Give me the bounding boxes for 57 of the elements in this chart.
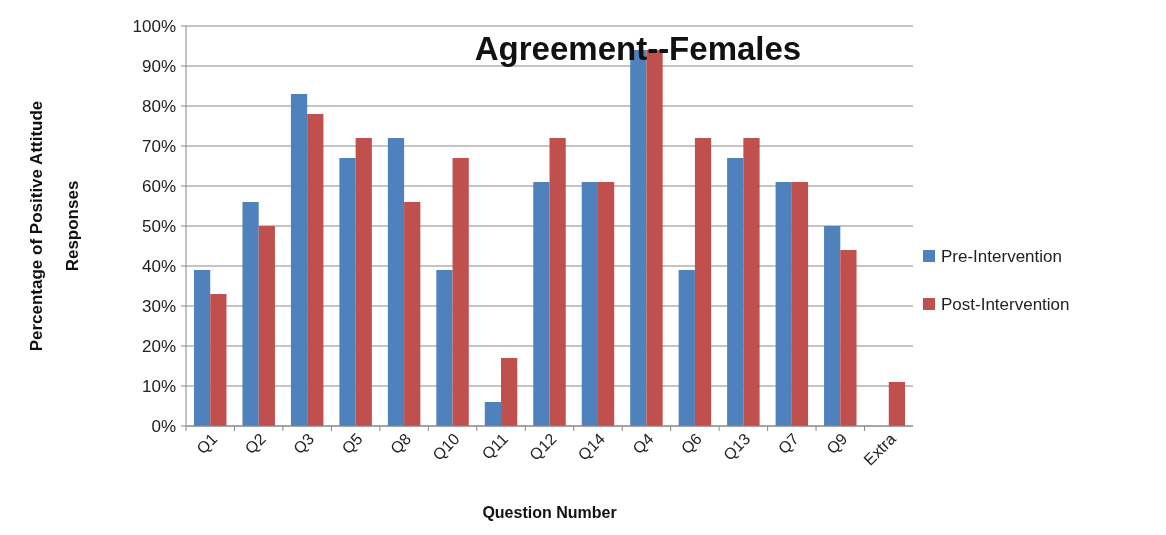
bar: [549, 138, 566, 426]
x-tick-label: Q12: [526, 430, 560, 464]
y-tick-label: 60%: [141, 176, 176, 196]
bar: [694, 138, 712, 426]
bar: [210, 294, 227, 426]
x-tick-label: Q3: [290, 430, 318, 458]
x-tick-label: Q4: [629, 430, 657, 458]
y-tick-label: 100%: [132, 16, 176, 36]
x-tick-label: Q10: [429, 430, 463, 464]
bar: [436, 270, 453, 426]
bar: [678, 270, 695, 426]
y-tick-label: 80%: [141, 96, 176, 116]
bar: [840, 250, 857, 426]
x-tick-label: Q8: [387, 430, 415, 458]
x-tick-label: Q13: [720, 430, 754, 464]
y-tick-label: 70%: [141, 136, 176, 156]
bar: [533, 182, 550, 426]
x-tick-label: Q5: [338, 430, 366, 458]
bar: [824, 226, 841, 426]
bar: [775, 182, 792, 426]
bar: [404, 202, 421, 426]
bar: [501, 358, 518, 426]
bar: [307, 114, 324, 426]
bar: [387, 138, 405, 426]
legend-label: Pre-Intervention: [941, 246, 1062, 266]
bar: [727, 158, 744, 426]
y-tick-label: 90%: [141, 56, 176, 76]
y-tick-label: 30%: [141, 296, 176, 316]
x-tick-label: Q2: [241, 430, 269, 458]
bar: [581, 182, 598, 426]
y-tick-label: 10%: [141, 376, 176, 396]
bar: [339, 158, 356, 426]
y-tick-label: 50%: [141, 216, 176, 236]
x-axis-title: Question Number: [482, 504, 617, 521]
bar: [242, 202, 259, 426]
bar: [194, 270, 211, 426]
bar: [290, 94, 308, 426]
bar: [743, 138, 760, 426]
y-axis-title: Percentage of Positive Attitude Responses: [27, 100, 82, 352]
legend-label: Post-Intervention: [941, 294, 1070, 314]
bar: [355, 138, 372, 426]
bar: [484, 402, 502, 426]
x-tick-label: Q6: [677, 430, 706, 458]
x-tick-label: Q7: [774, 430, 803, 458]
bar: [452, 158, 469, 426]
chart-title: Agreement--Females: [474, 30, 802, 67]
bar: [258, 226, 275, 426]
x-tick-label: Q14: [574, 430, 609, 464]
x-tick-label: Q1: [193, 430, 221, 458]
x-tick-label: Q9: [823, 430, 851, 458]
bar: [791, 182, 809, 426]
bar: [597, 182, 615, 426]
y-tick-label: 40%: [141, 256, 176, 276]
bar: [888, 382, 905, 426]
y-tick-label: 0%: [151, 416, 176, 436]
x-tick-label: Q11: [478, 430, 512, 463]
y-tick-label: 20%: [141, 336, 176, 356]
